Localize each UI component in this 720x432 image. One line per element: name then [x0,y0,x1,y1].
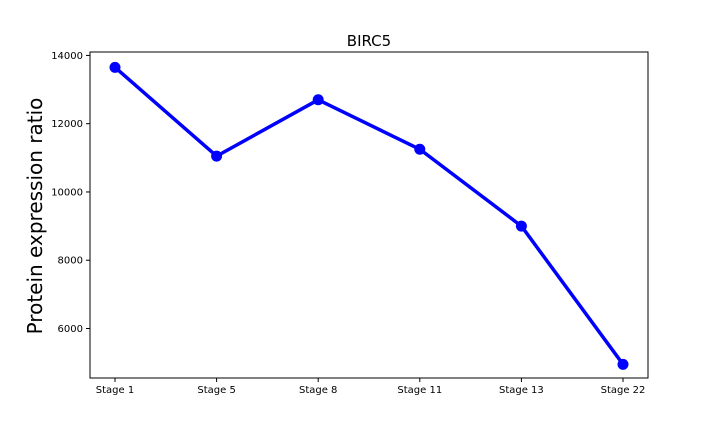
y-tick-label: 12000 [51,119,83,130]
data-point [515,220,527,232]
y-tick-label: 6000 [58,324,83,335]
x-tick-label: Stage 13 [499,385,544,396]
y-axis: 6000 8000 10000 12000 14000 [51,51,90,335]
x-tick-label: Stage 22 [601,385,646,396]
x-tick-label: Stage 5 [197,385,235,396]
y-tick-label: 14000 [51,51,83,62]
y-tick-label: 8000 [58,256,83,267]
x-tick-label: Stage 11 [397,385,442,396]
x-tick-label: Stage 1 [96,385,134,396]
series-layer [109,61,629,370]
plot-area [89,51,649,379]
data-point [617,358,629,370]
y-axis-label: Protein expression ratio [23,98,47,335]
series-line [113,65,625,367]
data-point [312,94,324,106]
y-tick-label: 10000 [51,187,83,198]
x-axis: Stage 1 Stage 5 Stage 8 Stage 11 Stage 13 Sta… [96,378,646,396]
x-tick-label: Stage 8 [299,385,337,396]
chart-title: BIRC5 [347,32,391,50]
data-point [109,61,121,73]
data-point [211,150,223,162]
data-point [414,143,426,155]
